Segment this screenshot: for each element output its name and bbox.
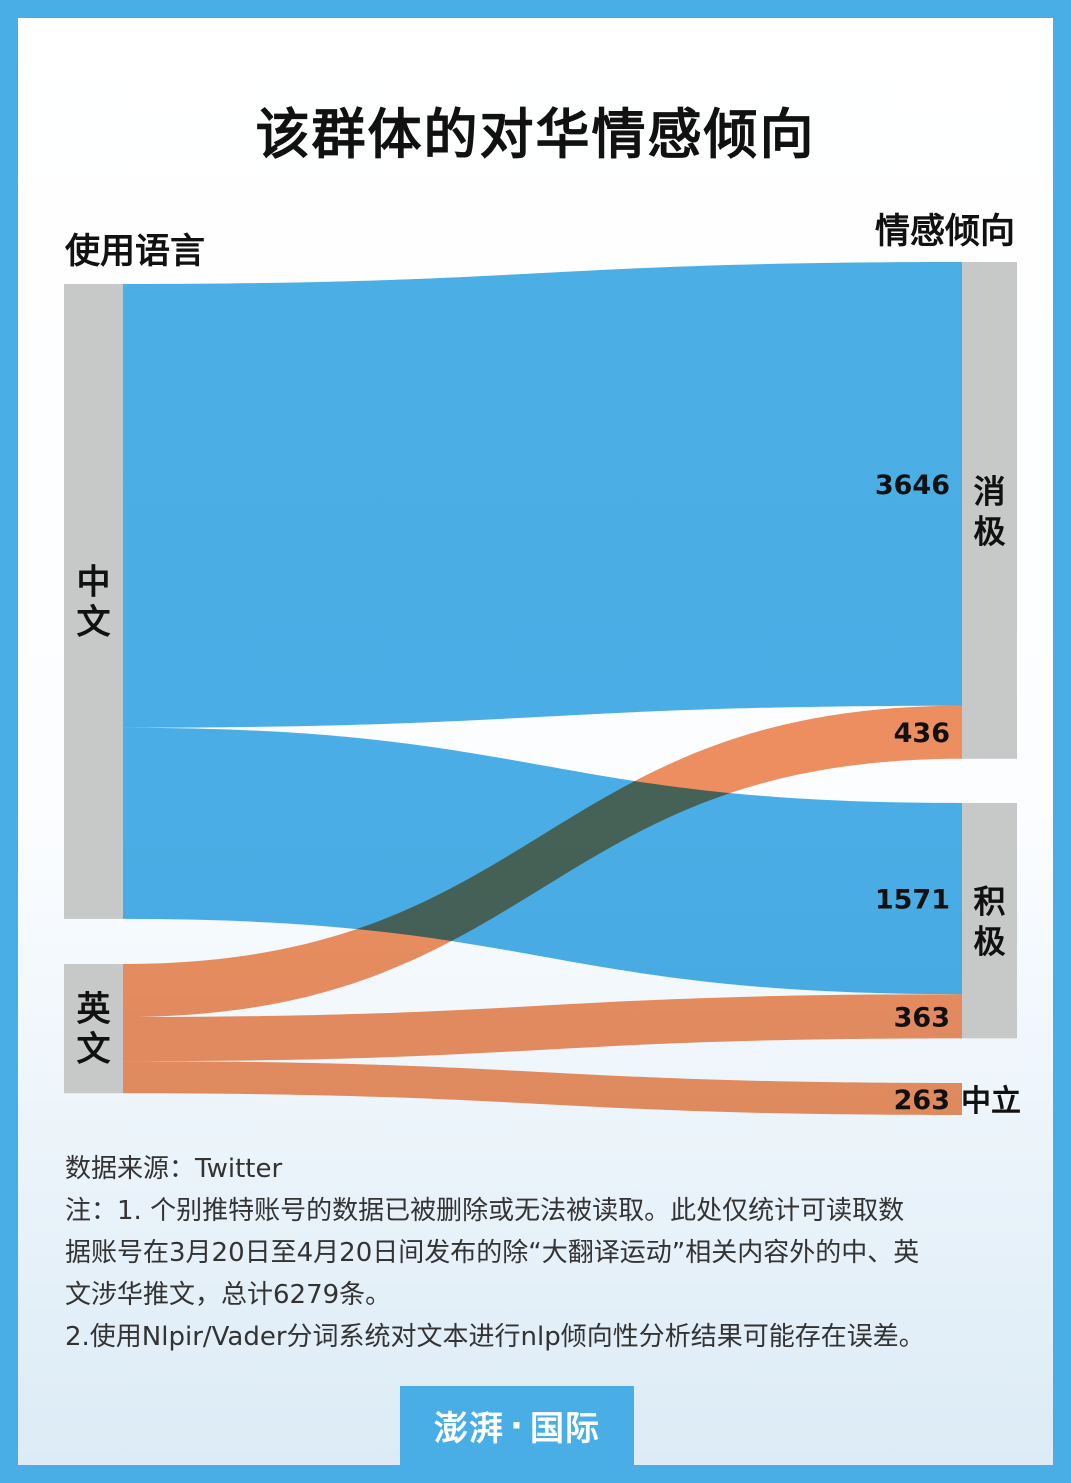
target-label-积极-0: 积 (973, 883, 1005, 921)
chart-title: 该群体的对华情感倾向 (255, 103, 816, 166)
brand-name: 澎湃 (434, 1409, 505, 1449)
value-label-英文-消极: 436 (894, 718, 950, 749)
footnote-note1-line1: 注：1. 个别推特账号的数据已被删除或无法被读取。此处仅统计可读取数 (65, 1196, 905, 1226)
target-label-积极-1: 极 (973, 923, 1005, 961)
source-label-英文-1: 文 (77, 1030, 111, 1070)
brand-logo: 澎湃 · 国际 (400, 1386, 634, 1465)
flow-英文-中立 (123, 1061, 962, 1116)
source-node-中文 (64, 284, 123, 919)
source-header: 使用语言 (65, 232, 206, 272)
flow-英文-消极 (123, 705, 962, 1018)
footnote-source: 数据来源：Twitter (65, 1154, 283, 1184)
target-label-消极-1: 极 (973, 512, 1005, 550)
chart-panel: 该群体的对华情感倾向 使用语言 情感倾向 3646 1571 436 363 263 中文… (18, 18, 1053, 1465)
target-header: 情感倾向 (874, 212, 1015, 252)
flow-英文-积极 (123, 994, 962, 1062)
value-label-中文-积极: 1571 (875, 885, 950, 916)
target-node-积极 (962, 803, 1017, 1039)
footnote-note2: 2.使用Nlpir/Vader分词系统对文本进行nlp倾向性分析结果可能存在误差… (65, 1322, 925, 1352)
sankey-links (123, 262, 962, 1116)
flow-中文-消极 (123, 262, 962, 728)
brand-section: 国际 (529, 1409, 600, 1449)
footnote: 数据来源：Twitter 注：1. 个别推特账号的数据已被删除或无法被读取。此处… (65, 1148, 1015, 1358)
footnote-note1-line2: 据账号在3月20日至4月20日间发布的除“大翻译运动”相关内容外的中、英 (65, 1238, 920, 1268)
brand-separator: · (510, 1405, 524, 1446)
value-label-中文-消极: 3646 (875, 470, 950, 501)
footnote-note1-line3: 文涉华推文，总计6279条。 (65, 1280, 392, 1310)
target-label-中立: 中立 (961, 1084, 1021, 1119)
source-node-英文 (64, 964, 123, 1094)
source-label-中文-1: 文 (77, 602, 111, 642)
source-label-中文-0: 中 (77, 562, 111, 602)
value-label-英文-积极: 363 (894, 1002, 950, 1033)
source-label-英文-0: 英 (77, 990, 112, 1030)
target-label-消极-0: 消 (973, 472, 1005, 510)
value-label-英文-中立: 263 (894, 1085, 950, 1116)
target-node-消极 (962, 262, 1017, 759)
